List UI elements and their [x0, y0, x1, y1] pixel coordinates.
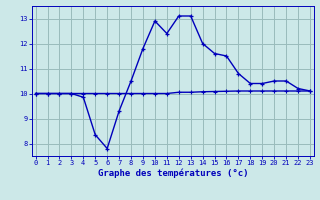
X-axis label: Graphe des températures (°c): Graphe des températures (°c): [98, 169, 248, 178]
